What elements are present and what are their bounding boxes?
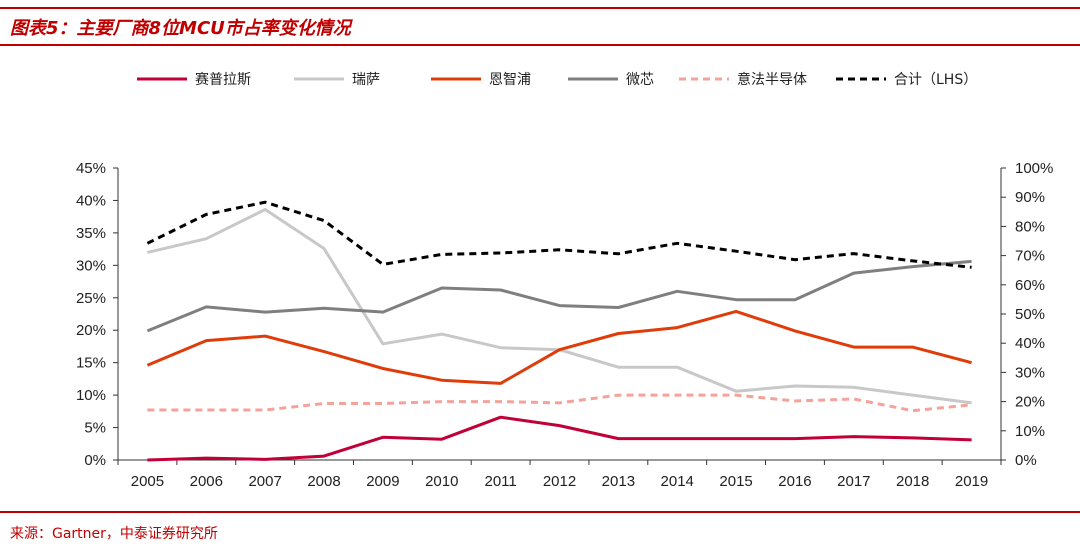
left-tick-label: 5% — [84, 420, 106, 437]
left-tick-label: 45% — [76, 160, 106, 177]
legend: 赛普拉斯 瑞萨 恩智浦 微芯 意法半导体 合计（LHS） — [137, 71, 977, 88]
x-tick-label: 2008 — [307, 473, 340, 490]
left-tick-label: 10% — [76, 387, 106, 404]
left-tick-label: 20% — [76, 322, 106, 339]
figure-title: 图表5：主要厂商8位MCU市占率变化情况 — [10, 18, 351, 39]
right-tick-label: 60% — [1015, 277, 1045, 294]
right-tick-label: 30% — [1015, 364, 1045, 381]
legend-label-4: 意法半导体 — [737, 71, 807, 88]
title-underline — [0, 44, 1080, 46]
right-tick-label: 10% — [1015, 423, 1045, 440]
axes: 0% 5% 10% 15% 20% 25% 30% 35% 40% 45% 0% 10% 20% 30% 4… — [76, 160, 1053, 490]
chart: 赛普拉斯 瑞萨 恩智浦 微芯 意法半导体 合计（LHS） 0% 5% 10% 15% 20% 25%… — [76, 71, 1053, 490]
series-line-0 — [147, 415, 972, 462]
x-tick-label: 2011 — [485, 473, 517, 490]
legend-label-0: 赛普拉斯 — [195, 72, 251, 88]
series-lines — [146, 200, 972, 462]
left-tick-label: 15% — [76, 355, 106, 372]
x-tick-label: 2009 — [366, 473, 399, 490]
right-tick-label: 80% — [1015, 218, 1045, 235]
x-tick-label: 2005 — [131, 473, 164, 490]
bottom-rule — [0, 511, 1080, 513]
x-tick-label: 2016 — [778, 473, 811, 490]
x-tick-label: 2017 — [837, 473, 870, 490]
x-tick-label: 2010 — [425, 473, 458, 490]
left-tick-label: 25% — [76, 290, 106, 307]
x-tick-label: 2015 — [719, 473, 752, 490]
left-tick-label: 0% — [84, 452, 106, 469]
right-tick-label: 40% — [1015, 335, 1045, 352]
series-line-4 — [147, 393, 972, 413]
left-tick-label: 40% — [76, 192, 106, 209]
legend-label-5: 合计（LHS） — [894, 72, 977, 88]
x-tick-label: 2006 — [190, 473, 223, 490]
left-tick-label: 30% — [76, 257, 106, 274]
legend-label-1: 瑞萨 — [352, 72, 380, 88]
right-tick-label: 0% — [1015, 452, 1037, 469]
right-tick-label: 70% — [1015, 248, 1045, 265]
legend-label-2: 恩智浦 — [489, 72, 531, 88]
x-tick-label: 2014 — [661, 473, 694, 490]
series-line-2 — [146, 309, 972, 385]
series-line-5 — [146, 200, 972, 269]
legend-label-3: 微芯 — [626, 72, 654, 88]
left-tick-label: 35% — [76, 225, 106, 242]
top-rule — [0, 7, 1080, 9]
x-tick-label: 2018 — [896, 473, 929, 490]
x-tick-label: 2007 — [248, 473, 281, 490]
x-tick-label: 2013 — [602, 473, 635, 490]
right-tick-label: 90% — [1015, 189, 1045, 206]
series-line-3 — [146, 259, 972, 333]
right-tick-label: 50% — [1015, 306, 1045, 323]
source-note: 来源：Gartner，中泰证券研究所 — [10, 526, 218, 542]
right-tick-label: 20% — [1015, 394, 1045, 411]
x-tick-label: 2012 — [543, 473, 576, 490]
x-tick-label: 2019 — [955, 473, 988, 490]
right-tick-label: 100% — [1015, 160, 1053, 177]
